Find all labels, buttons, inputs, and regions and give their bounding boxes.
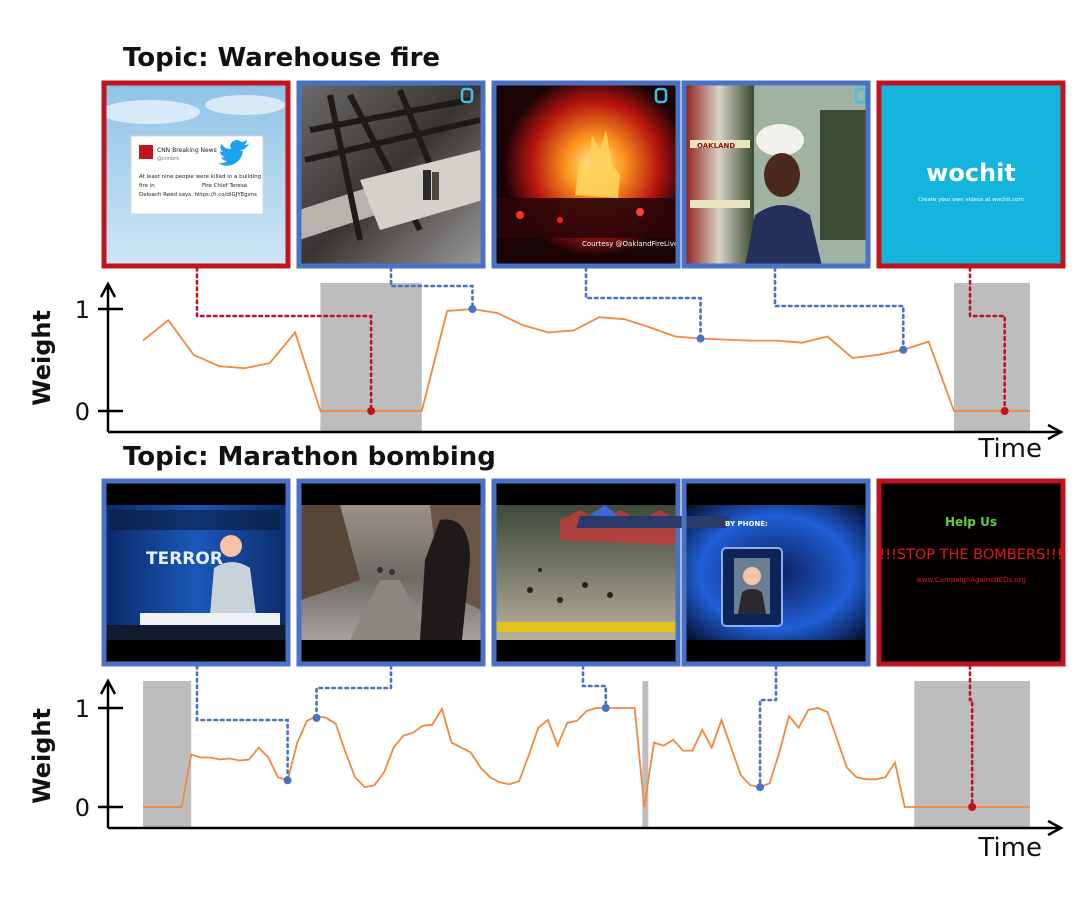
tweet-line-2: fire in (139, 183, 155, 189)
frame-marker (696, 334, 705, 343)
thumbnail-frame-irrelevant (101, 80, 291, 269)
frame-marker (899, 345, 908, 354)
thumbnail-frame-relevant (681, 478, 871, 667)
tweet-handle: @cnnbrk (157, 156, 179, 162)
thumbnail-logo-card: wochit Create your own videos at wochit.… (876, 80, 1066, 269)
spam-heading: Help Us (945, 515, 997, 529)
thumbnail-street-runner (296, 478, 486, 667)
blurred-face (220, 535, 242, 557)
weight-chart: 1 0 Weight Time (28, 266, 1064, 464)
frame-marker (468, 305, 477, 313)
y-tick-label: 1 (75, 695, 90, 723)
connector-line (584, 266, 702, 340)
y-axis-title: Weight (28, 708, 56, 804)
x-axis-title: Time (977, 434, 1042, 464)
panel-marathon-bombing: Topic: Marathon bombing TERROR (28, 442, 1066, 863)
frame-marker (1000, 407, 1009, 415)
thumbnail-burned-warehouse (296, 80, 486, 269)
brand-logo-text: wochit (926, 159, 1016, 187)
y-axis-arrow-icon (99, 678, 117, 695)
frame-marker (601, 704, 610, 712)
spam-url: www.CampaignAgainstIEDs.org (916, 576, 1026, 584)
shaded-region (642, 681, 649, 828)
connector-line (758, 664, 778, 789)
cnn-logo-icon (139, 145, 153, 159)
shaded-region (953, 283, 1030, 431)
twitter-bird-icon (218, 140, 249, 166)
weight-chart: 1 0 Weight Time (28, 664, 1064, 863)
frame-markers (283, 704, 977, 811)
phone-banner-label: BY PHONE: (725, 520, 768, 528)
panel-warehouse-fire: Topic: Warehouse fire CNN Breaking News … (28, 43, 1066, 464)
frame-marker (968, 803, 977, 811)
tweet-line-1: At least nine people were killed in a bu… (139, 174, 261, 180)
thumbnail-night-fire: Courtesy @OaklandFireLive (491, 80, 681, 269)
video-caption: Courtesy @OaklandFireLive (582, 240, 678, 248)
watermark-icon (654, 87, 668, 104)
thumbnail-frame-irrelevant (876, 80, 1066, 269)
thumbnail-frame-relevant (296, 478, 486, 667)
frame-marker (367, 407, 376, 415)
thumbnail-connectors (195, 266, 1006, 413)
shaded-regions (143, 681, 1030, 828)
panel-title: Topic: Marathon bombing (123, 442, 496, 472)
studio-caption: TERROR (146, 549, 223, 569)
y-tick-label: 0 (75, 398, 90, 426)
axes: 1 0 Weight Time (28, 678, 1064, 863)
truck-label: OAKLAND (697, 142, 735, 150)
connector-line (315, 664, 393, 720)
frame-marker (312, 713, 321, 722)
y-axis-title: Weight (28, 310, 56, 406)
connector-line (195, 664, 289, 782)
frame-markers (367, 305, 1009, 415)
x-axis-arrow-icon (1047, 423, 1064, 441)
thumbnail-connectors (195, 664, 974, 809)
thumbnail-frame-relevant (101, 478, 291, 667)
y-axis-arrow-icon (99, 281, 117, 298)
connector-line (968, 664, 974, 809)
thumbnail-frame-relevant (491, 80, 681, 269)
frame-marker (756, 783, 765, 792)
shaded-region (143, 681, 192, 828)
brand-tagline: Create your own videos at wochit.com (918, 197, 1024, 203)
connector-line (773, 266, 905, 352)
connector-line (389, 266, 474, 311)
thumbnail-by-phone: BY PHONE: (576, 478, 871, 667)
shaded-regions (320, 283, 1030, 431)
y-tick-label: 0 (75, 794, 90, 822)
thumbnail-finish-line (491, 478, 681, 667)
thumbnail-frame-relevant (491, 478, 681, 667)
frame-marker (283, 776, 292, 785)
thumbnail-fire-chief: OAKLAND (681, 80, 871, 269)
thumbnail-frame-irrelevant (876, 478, 1066, 667)
blurred-face (743, 567, 761, 585)
panel-title: Topic: Warehouse fire (123, 43, 440, 73)
weight-curve (142, 308, 1030, 412)
thumbnail-strip: TERROR (101, 478, 1066, 667)
connector-line (195, 266, 373, 413)
thumbnail-news-studio: TERROR (101, 478, 291, 667)
spam-slogan: !!!STOP THE BOMBERS!!! (879, 547, 1062, 563)
x-axis-title: Time (977, 833, 1042, 863)
connector-line (968, 266, 1006, 413)
tweet-author: CNN Breaking News (157, 147, 217, 154)
thumbnail-frame-relevant (296, 80, 486, 269)
thumbnail-tweet-card: CNN Breaking News @cnnbrk At least nine … (100, 80, 291, 269)
watermark-icon (460, 87, 474, 104)
x-axis-arrow-icon (1047, 819, 1064, 837)
axes: 1 0 Weight Time (28, 281, 1064, 464)
thumbnail-frame-relevant (681, 80, 871, 269)
weight-curve (143, 706, 1030, 808)
thumbnail-strip: CNN Breaking News @cnnbrk At least nine … (100, 80, 1066, 269)
tweet-line-3: Fire Chief Teresa (202, 183, 247, 189)
y-tick-label: 1 (75, 296, 90, 324)
connector-line (581, 664, 608, 710)
tweet-line-4: Deloach Reed says. https://t.co/dlGJYEgz… (139, 192, 257, 198)
thumbnail-spam-text: Help Us !!!STOP THE BOMBERS!!! www.Campa… (876, 478, 1066, 667)
